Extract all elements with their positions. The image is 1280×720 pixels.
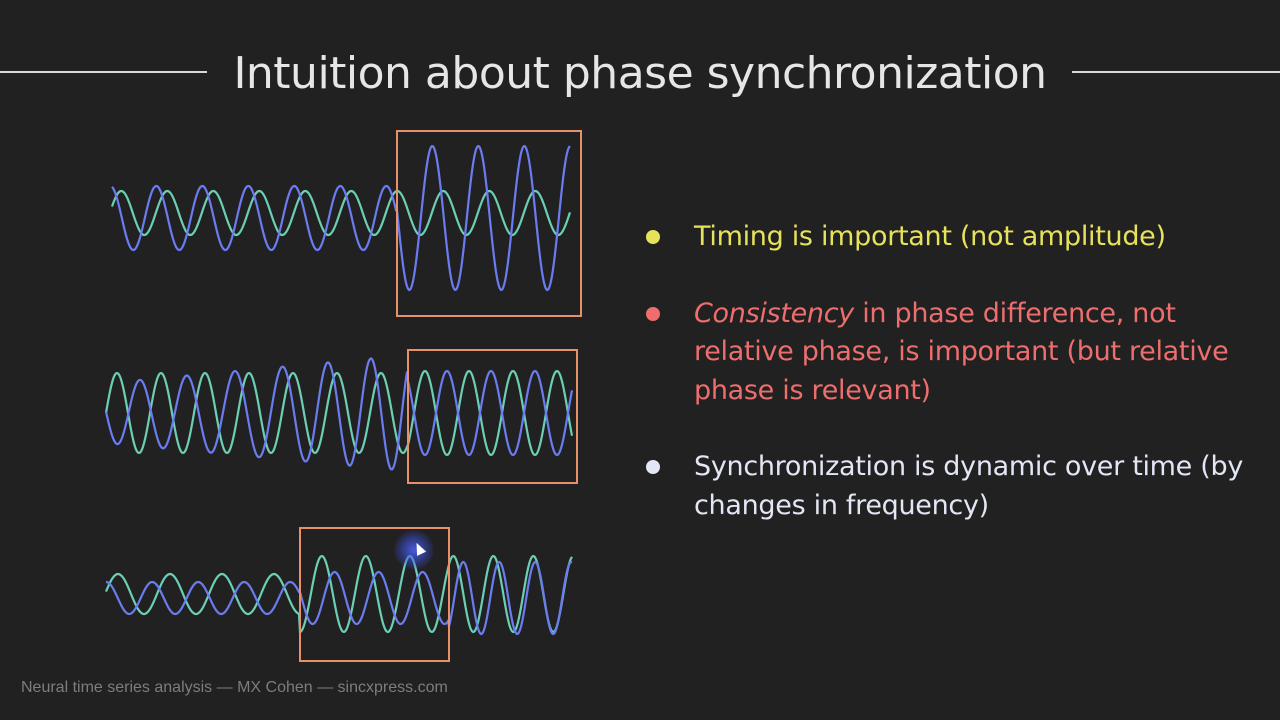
highlight-box-1 [396,130,582,317]
wave-panel-3 [104,527,573,662]
title-rule-left [0,71,207,73]
wave-blue-3 [105,560,573,636]
bullet-consistency-emphasis: Consistency [694,297,854,329]
bullet-timing: Timing is important (not amplitude) [640,218,1260,257]
wave-panel-1 [110,130,582,317]
highlight-box-2 [407,349,578,484]
wave-teal-3 [104,554,573,634]
cursor-highlight [394,530,434,570]
bullet-dot-icon [646,460,660,474]
wave-blue-1 [111,144,571,292]
wave-teal-2 [104,369,574,457]
highlight-box-3 [299,527,450,662]
bullet-consistency-text: in phase difference, not relative phase,… [694,297,1229,406]
slide-footer: Neural time series analysis — MX Cohen —… [21,679,448,696]
bullet-dynamic-text: Synchronization is dynamic over time (by… [694,451,1244,521]
slide-title: Intuition about phase synchronization [233,48,1047,99]
bullet-dynamic: Synchronization is dynamic over time (by… [640,448,1260,525]
wave-blue-2 [104,357,574,471]
bullet-consistency: Consistency in phase difference, not rel… [640,295,1260,411]
title-rule-right [1072,71,1280,73]
wave-panel-2 [104,349,578,484]
wave-teal-1 [110,189,572,237]
bullet-timing-text: Timing is important (not amplitude) [694,221,1166,252]
bullet-list: Timing is important (not amplitude) Cons… [640,218,1260,563]
bullet-dot-icon [646,306,660,321]
bullet-dot-icon [646,230,660,244]
